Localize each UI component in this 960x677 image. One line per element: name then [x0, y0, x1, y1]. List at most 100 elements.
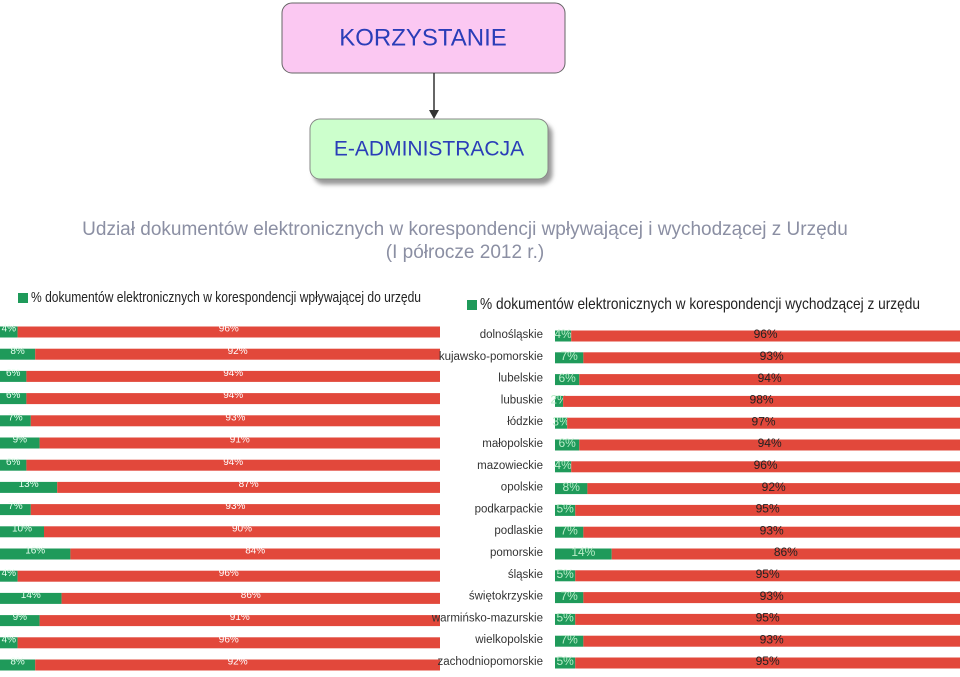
- bar-segment: [555, 352, 584, 364]
- data-label: 96%: [754, 458, 778, 472]
- bar-segment: [555, 657, 576, 669]
- bar-segment: [0, 659, 36, 671]
- data-label: 6%: [558, 371, 576, 385]
- data-label: 6%: [558, 436, 576, 450]
- node-label: E-ADMINISTRACJA: [334, 138, 524, 161]
- data-label: 4%: [2, 568, 17, 579]
- bar-segment: [575, 504, 960, 516]
- arrow-head: [429, 110, 439, 119]
- data-label: 10%: [12, 523, 32, 534]
- data-label: 8%: [10, 346, 25, 357]
- bar-segment: [0, 348, 36, 360]
- data-label: 14%: [571, 545, 595, 559]
- bar-segment: [39, 437, 440, 449]
- bar-segment: [571, 461, 960, 473]
- legend-label: % dokumentów elektronicznych w korespond…: [31, 289, 421, 306]
- caption: (I półrocze 2012 r.): [386, 242, 544, 263]
- data-label: 95%: [756, 611, 780, 625]
- bar-segment: [0, 481, 58, 493]
- data-label: 98%: [750, 393, 774, 407]
- bar-segment: [0, 370, 27, 382]
- data-label: 9%: [13, 612, 28, 623]
- bar-segment: [555, 548, 612, 560]
- category-label: świętokrzyskie: [469, 591, 543, 603]
- data-label: 7%: [561, 349, 579, 363]
- data-label: 4%: [2, 324, 17, 335]
- data-label: 91%: [230, 435, 250, 446]
- bar-segment: [26, 370, 441, 382]
- data-label: 95%: [756, 654, 780, 668]
- bar-segment: [0, 504, 31, 516]
- category-label: pomorskie: [490, 547, 543, 559]
- category-label: warmińsko-mazurskie: [431, 612, 543, 624]
- data-label: 95%: [756, 567, 780, 581]
- data-label: 96%: [754, 327, 778, 341]
- data-label: 94%: [223, 457, 243, 468]
- data-label: 93%: [760, 589, 784, 603]
- bar-segment: [26, 459, 441, 471]
- bar-segment: [555, 395, 564, 407]
- legend-label: % dokumentów elektronicznych w korespond…: [480, 296, 920, 313]
- bar-segment: [555, 504, 576, 516]
- bar-segment: [587, 483, 960, 495]
- data-label: 87%: [239, 479, 259, 490]
- node-box: [281, 2, 566, 74]
- data-label: 5%: [556, 502, 574, 516]
- bar-segment: [30, 504, 441, 516]
- data-label: 97%: [752, 414, 776, 428]
- category-label: opolskie: [501, 482, 543, 494]
- bar-segment: [555, 526, 584, 538]
- category-label: łódzkie: [507, 416, 543, 428]
- bar-segment: [44, 526, 440, 538]
- bar-segment: [555, 330, 572, 342]
- bar-segment: [57, 481, 440, 493]
- data-label: 6%: [6, 368, 21, 379]
- data-label: 92%: [228, 346, 248, 357]
- bar-segment: [555, 483, 588, 495]
- data-label: 90%: [232, 523, 252, 534]
- category-label: lubuskie: [501, 394, 543, 406]
- category-label: podkarpackie: [475, 503, 543, 515]
- bar-segment: [583, 352, 960, 364]
- data-label: 93%: [225, 412, 245, 423]
- data-label: 93%: [760, 632, 784, 646]
- category-label: lubelskie: [498, 373, 543, 385]
- bar-segment: [555, 374, 580, 386]
- bar-segment: [39, 615, 440, 627]
- bar-segment: [35, 348, 440, 360]
- data-label: 8%: [563, 480, 581, 494]
- data-label: 7%: [8, 412, 23, 423]
- data-label: 3%: [552, 414, 570, 428]
- category-label: podlaskie: [494, 525, 543, 537]
- data-label: 7%: [561, 523, 579, 537]
- data-label: 94%: [758, 436, 782, 450]
- bar-segment: [555, 439, 580, 451]
- data-label: 92%: [762, 480, 786, 494]
- data-label: 6%: [6, 390, 21, 401]
- data-label: 94%: [223, 390, 243, 401]
- data-label: 4%: [2, 634, 17, 645]
- bar-segment: [30, 415, 441, 427]
- bar-segment: [575, 657, 960, 669]
- data-label: 92%: [228, 657, 248, 668]
- data-label: 4%: [554, 458, 572, 472]
- data-label: 93%: [760, 349, 784, 363]
- caption: Udział dokumentów elektronicznych w kore…: [82, 219, 848, 240]
- bar-segment: [0, 526, 44, 538]
- data-label: 95%: [756, 502, 780, 516]
- bar-segment: [0, 592, 62, 604]
- category-label: śląskie: [508, 569, 543, 581]
- bar-segment: [579, 374, 960, 386]
- data-label: 5%: [556, 611, 574, 625]
- data-label: 14%: [21, 590, 41, 601]
- bar-segment: [583, 526, 960, 538]
- bar-segment: [555, 635, 584, 647]
- category-label: dolnośląskie: [480, 329, 543, 341]
- bar-segment: [17, 570, 440, 582]
- bar-segment: [0, 393, 27, 405]
- bar-segment: [17, 326, 440, 338]
- bar-segment: [555, 417, 568, 429]
- bar-segment: [0, 459, 27, 471]
- data-label: 8%: [10, 657, 25, 668]
